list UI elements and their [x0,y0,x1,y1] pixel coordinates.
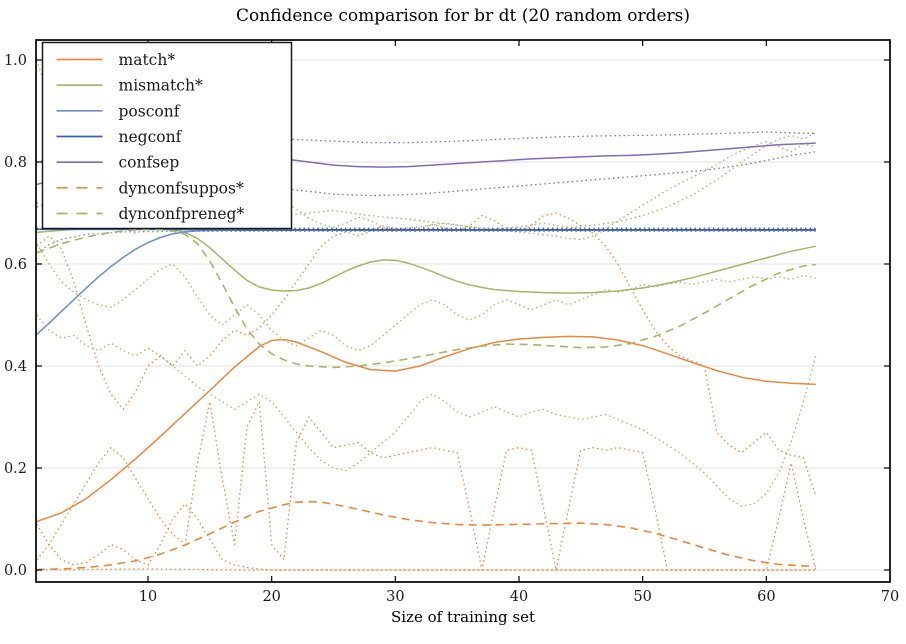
series-dynconfpreneg [36,228,816,369]
legend-item-dynconfsuppos: dynconfsuppos* [56,179,244,197]
series-negconf [36,228,816,231]
legend: match* mismatch* posconf negconf confsep dync… [41,41,293,230]
x-tick-label: 50 [633,589,651,605]
series-mismatch [36,226,816,294]
legend-label: mismatch* [119,77,203,95]
series-confsep-band-upper [36,131,816,163]
x-axis-label: Size of training set [390,608,535,626]
series-confsep-band-lower [36,151,816,208]
series-match-band-upper [36,212,817,497]
y-tick-label: 0.6 [4,257,27,273]
plot-frame [35,39,891,583]
y-tick-label: 0.0 [4,563,27,579]
legend-item-negconf: negconf [56,128,183,146]
series-dynconfsuppos [36,500,816,571]
tick-labels: 10 20 30 40 50 60 70 0.0 0.2 0.4 0.6 0.8 1.0 [4,53,899,605]
legend-item-mismatch: mismatch* [56,77,203,95]
series-suppos-band-upper [36,401,817,571]
x-tick-label: 40 [510,589,528,605]
y-tick-label: 0.4 [4,359,27,375]
legend-item-dynconfpreneg: dynconfpreneg* [56,205,245,223]
legend-item-posconf: posconf [56,102,181,120]
series-preneg-band-lower [36,314,817,507]
series-posconf-band-lower [36,230,816,254]
series-zero-band [36,568,816,571]
x-tick-label: 70 [881,589,899,605]
x-tick-label: 60 [757,589,775,605]
series-match [36,335,816,523]
series-mismatch-band-upper [36,59,817,235]
series-match-band-lower [36,503,816,571]
x-tick-label: 10 [139,589,157,605]
legend-label: confsep [119,154,180,172]
legend-label: dynconfsuppos* [119,179,244,197]
legend-label: posconf [119,102,181,120]
y-tick-label: 0.2 [4,461,27,477]
series-mismatch-band-lower [36,243,816,352]
x-tick-label: 20 [262,589,280,605]
legend-item-confsep: confsep [56,154,180,172]
chart-title: Confidence comparison for br dt (20 rand… [235,6,691,26]
x-tick-label: 30 [386,589,404,605]
y-tick-label: 1.0 [4,53,27,69]
legend-item-match: match* [56,51,176,69]
legend-label: negconf [119,128,183,146]
y-tick-label: 0.8 [4,155,27,171]
series-posconf [36,229,816,335]
legend-label: match* [119,51,176,69]
legend-label: dynconfpreneg* [119,205,245,223]
legend-box [41,41,293,230]
